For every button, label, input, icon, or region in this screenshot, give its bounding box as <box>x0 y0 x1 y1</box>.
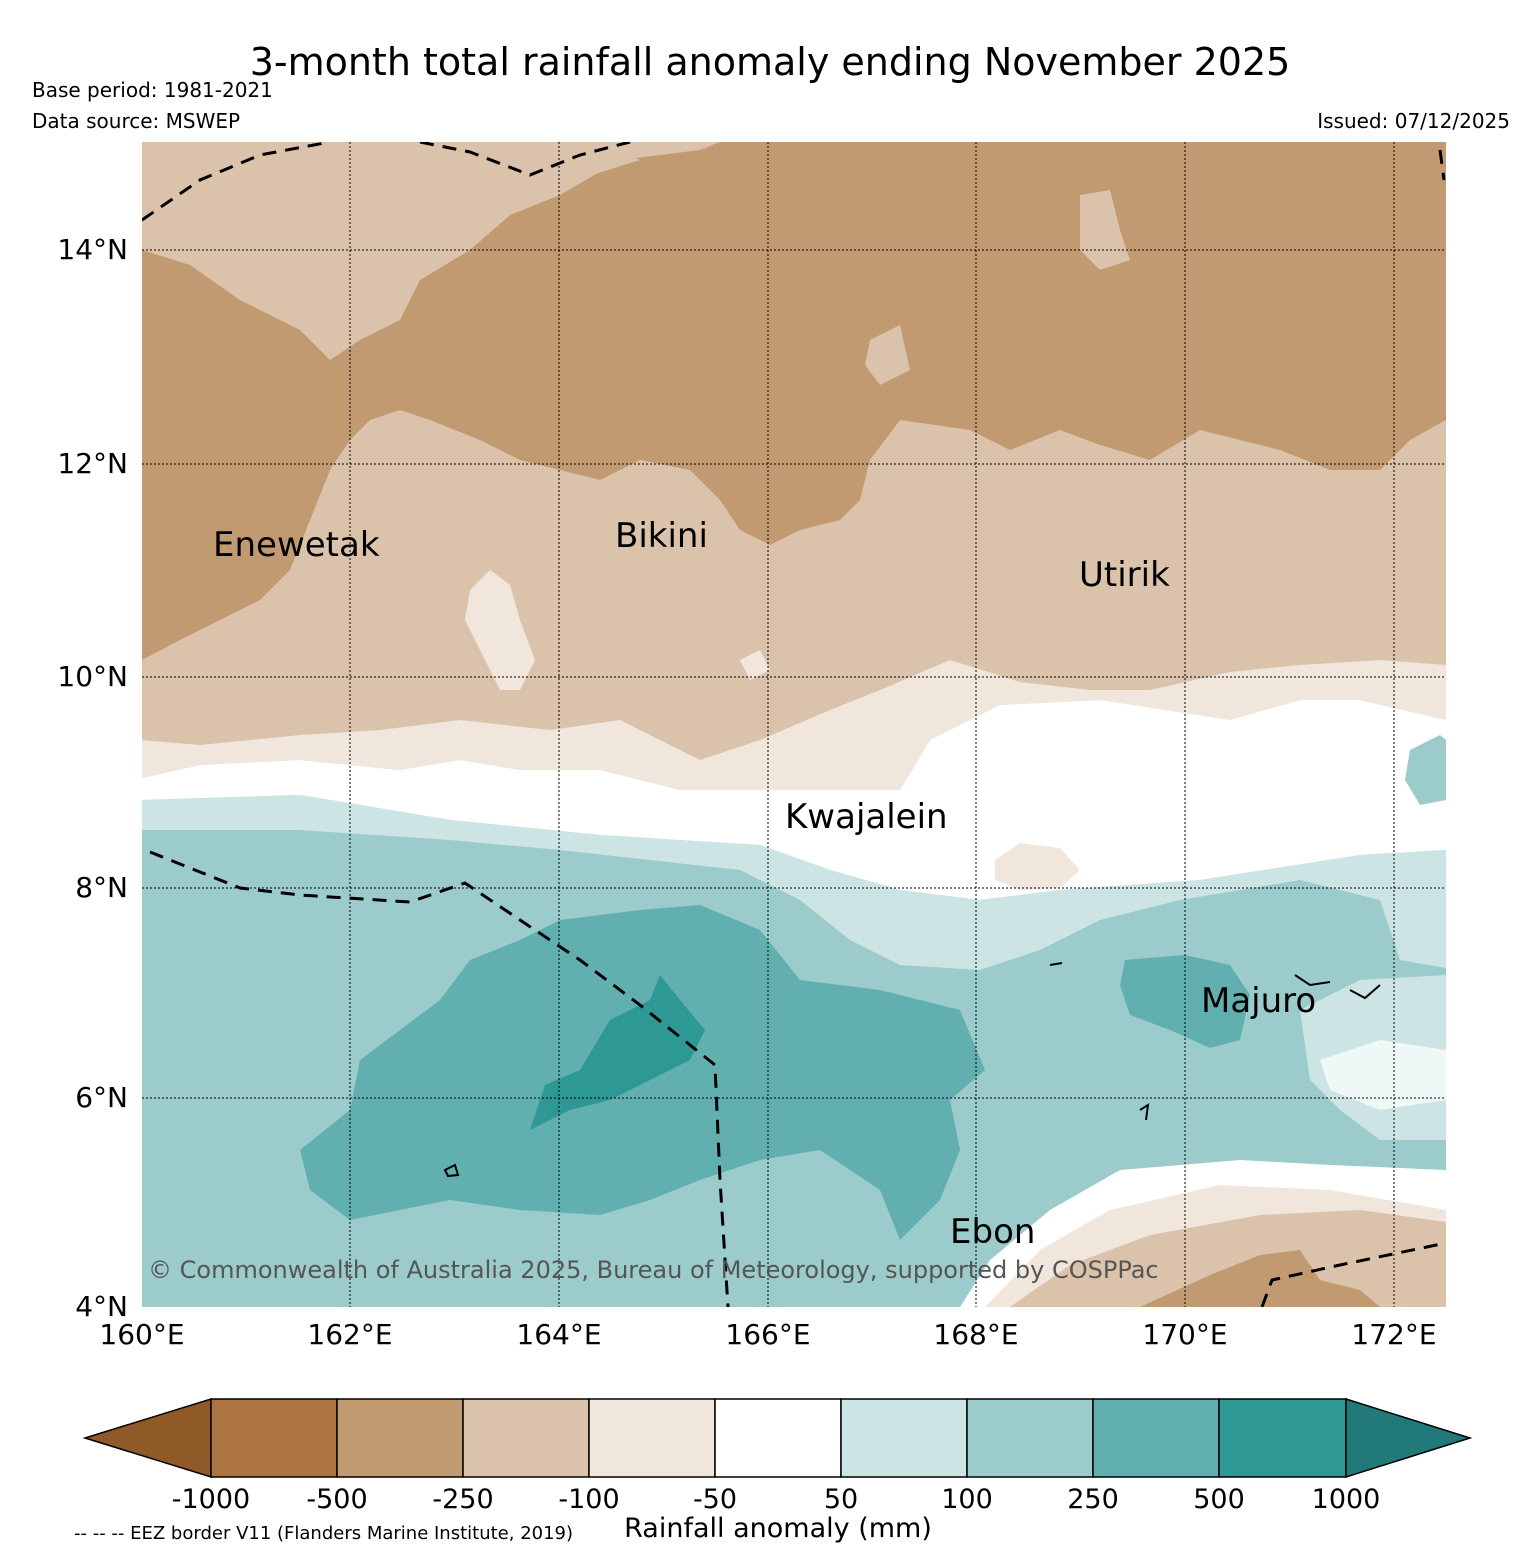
lon-label-162e: 162°E <box>307 1318 392 1351</box>
colorbar-tick: 250 <box>1067 1484 1119 1515</box>
colorbar: -1000 -500 -250 -100 -50 50 100 250 500 … <box>82 1397 1473 1515</box>
lat-label-12n: 12°N <box>57 447 128 480</box>
lon-label-172e: 172°E <box>1351 1318 1436 1351</box>
colorbar-bin <box>1092 1398 1220 1478</box>
colorbar-extend-high <box>1345 1397 1473 1479</box>
place-majuro: Majuro <box>1201 981 1316 1021</box>
colorbar-tick: -500 <box>306 1484 367 1515</box>
longitude-labels: 160°E 162°E 164°E 166°E 168°E 170°E 172°… <box>99 1318 1436 1351</box>
colorbar-bin <box>1218 1398 1347 1478</box>
lon-label-168e: 168°E <box>933 1318 1018 1351</box>
issued-date-text: Issued: 07/12/2025 <box>1317 109 1510 133</box>
copyright-watermark: © Commonwealth of Australia 2025, Bureau… <box>148 1256 1159 1284</box>
lat-label-4n: 4°N <box>75 1290 128 1323</box>
eez-border-note: -- -- -- EEZ border V11 (Flanders Marine… <box>74 1523 574 1544</box>
colorbar-bin <box>840 1398 968 1478</box>
colorbar-bin <box>336 1398 464 1478</box>
place-bikini: Bikini <box>615 516 708 556</box>
colorbar-tick: -1000 <box>172 1484 250 1515</box>
place-labels: Enewetak Bikini Utirik Kwajalein Majuro … <box>213 516 1316 1252</box>
lon-label-170e: 170°E <box>1142 1318 1227 1351</box>
colorbar-tick: 100 <box>941 1484 993 1515</box>
latitude-labels: 14°N 12°N 10°N 8°N 6°N 4°N <box>57 233 128 1323</box>
data-source-text: Data source: MSWEP <box>32 109 241 133</box>
lat-label-14n: 14°N <box>57 233 128 266</box>
colorbar-bin <box>966 1398 1094 1478</box>
place-utirik: Utirik <box>1079 555 1170 595</box>
colorbar-label: Rainfall anomaly (mm) <box>624 1513 932 1544</box>
place-enewetak: Enewetak <box>213 525 380 565</box>
eez-border <box>142 142 1446 1307</box>
colorbar-tick: -100 <box>558 1484 619 1515</box>
lat-label-6n: 6°N <box>75 1081 128 1114</box>
base-period-text: Base period: 1981-2021 <box>32 78 273 102</box>
place-ebon: Ebon <box>950 1212 1035 1252</box>
lon-label-164e: 164°E <box>516 1318 601 1351</box>
colorbar-bin <box>588 1398 716 1478</box>
colorbar-bin <box>462 1398 590 1478</box>
lon-label-160e: 160°E <box>99 1318 184 1351</box>
colorbar-tick: 50 <box>824 1484 858 1515</box>
colorbar-tick: -50 <box>693 1484 737 1515</box>
colorbar-extend-low <box>82 1397 212 1479</box>
lat-label-10n: 10°N <box>57 660 128 693</box>
colorbar-tick: 500 <box>1193 1484 1245 1515</box>
colorbar-tick: 1000 <box>1312 1484 1381 1515</box>
colorbar-bin <box>210 1398 338 1478</box>
map-title: 3-month total rainfall anomaly ending No… <box>249 40 1291 84</box>
lon-label-166e: 166°E <box>725 1318 810 1351</box>
colorbar-bin <box>714 1398 842 1478</box>
colorbar-tick: -250 <box>432 1484 493 1515</box>
map-field <box>142 142 1446 1307</box>
island-outlines <box>443 962 1381 1178</box>
place-kwajalein: Kwajalein <box>785 797 948 837</box>
graticule <box>142 142 1446 1307</box>
lat-label-8n: 8°N <box>75 871 128 904</box>
